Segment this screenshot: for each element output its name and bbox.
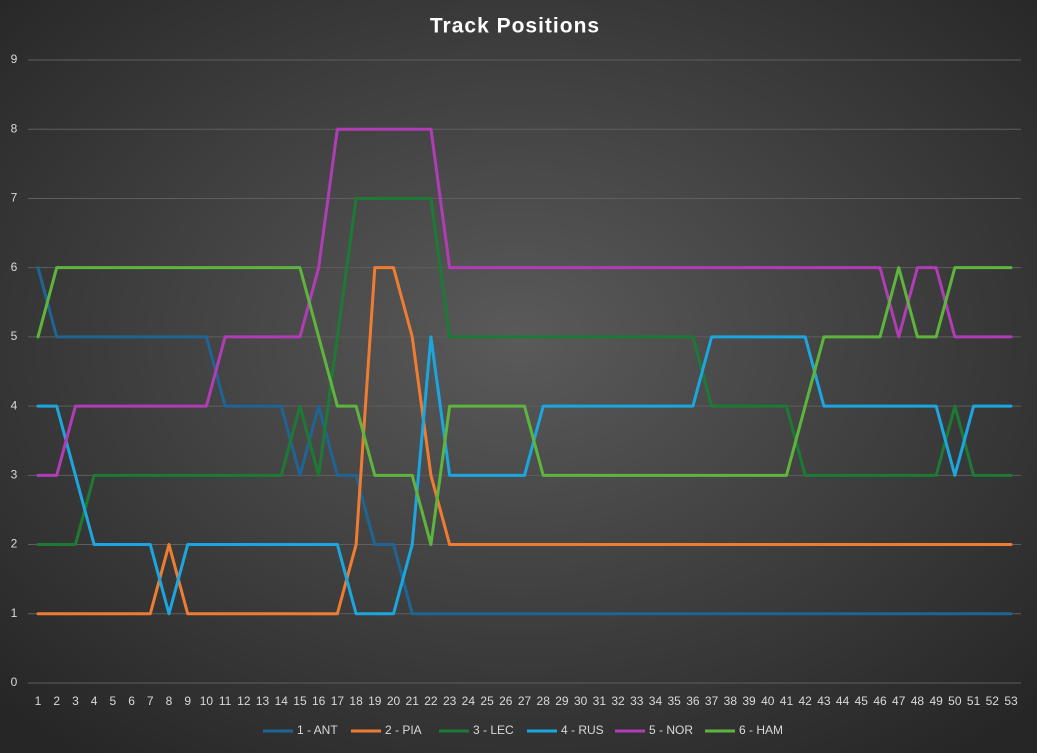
x-tick-label: 32 [611, 694, 625, 708]
x-tick-label: 7 [147, 694, 154, 708]
x-tick-label: 28 [537, 694, 551, 708]
y-tick-label: 1 [11, 606, 18, 620]
x-tick-label: 4 [91, 694, 98, 708]
series-line [36, 127, 1013, 477]
x-tick-label: 11 [219, 694, 232, 708]
series-line [36, 335, 1013, 616]
x-tick-label: 22 [424, 694, 438, 708]
y-tick-label: 3 [11, 468, 18, 482]
x-tick-label: 30 [574, 694, 588, 708]
x-tick-label: 15 [293, 694, 307, 708]
y-tick-label: 7 [11, 191, 18, 205]
x-tick-label: 42 [798, 694, 812, 708]
x-tick-label: 31 [593, 694, 607, 708]
x-tick-label: 27 [518, 694, 532, 708]
y-tick-label: 8 [11, 121, 18, 135]
x-tick-label: 14 [275, 694, 289, 708]
x-tick-label: 43 [817, 694, 831, 708]
x-tick-label: 50 [948, 694, 962, 708]
legend-label: 6 - HAM [739, 723, 783, 737]
x-tick-label: 52 [986, 694, 1000, 708]
x-tick-label: 48 [911, 694, 925, 708]
x-tick-label: 41 [780, 694, 794, 708]
x-tick-label: 51 [967, 694, 981, 708]
y-tick-label: 2 [11, 537, 18, 551]
x-tick-label: 3 [72, 694, 79, 708]
x-tick-label: 37 [705, 694, 719, 708]
x-tick-label: 10 [200, 694, 214, 708]
y-tick-label: 9 [11, 52, 18, 66]
x-tick-label: 34 [649, 694, 663, 708]
series-line [36, 266, 1013, 547]
series-line [36, 266, 1013, 616]
x-tick-label: 29 [555, 694, 569, 708]
x-tick-label: 18 [349, 694, 363, 708]
x-tick-label: 26 [499, 694, 513, 708]
legend-label: 3 - LEC [473, 723, 514, 737]
chart-title: Track Positions [430, 15, 600, 38]
x-tick-label: 13 [256, 694, 270, 708]
x-tick-label: 53 [1004, 694, 1018, 708]
x-tick-label: 21 [406, 694, 420, 708]
x-tick-label: 23 [443, 694, 457, 708]
x-tick-label: 5 [110, 694, 117, 708]
series-line [36, 266, 1013, 616]
x-tick-label: 33 [630, 694, 644, 708]
series-line [36, 196, 1013, 547]
legend-label: 4 - RUS [561, 723, 604, 737]
x-tick-label: 17 [331, 694, 345, 708]
x-tick-label: 38 [724, 694, 738, 708]
x-tick-label: 25 [480, 694, 494, 708]
legend-label: 2 - PIA [385, 723, 422, 737]
x-tick-label: 35 [668, 694, 682, 708]
x-tick-label: 16 [312, 694, 326, 708]
legend-label: 5 - NOR [649, 723, 693, 737]
x-tick-label: 45 [855, 694, 869, 708]
y-tick-label: 4 [11, 398, 18, 412]
x-tick-label: 24 [462, 694, 476, 708]
x-tick-label: 20 [387, 694, 401, 708]
legend-label: 1 - ANT [297, 723, 338, 737]
x-tick-label: 44 [836, 694, 850, 708]
x-tick-label: 12 [237, 694, 251, 708]
x-tick-label: 49 [929, 694, 943, 708]
x-tick-label: 19 [368, 694, 382, 708]
x-tick-label: 39 [742, 694, 756, 708]
x-tick-label: 40 [761, 694, 775, 708]
x-tick-label: 47 [892, 694, 906, 708]
legend: 1 - ANT 2 - PIA 3 - LEC 4 - RUS 5 - NOR 6 - H… [263, 723, 783, 737]
x-tick-label: 46 [873, 694, 887, 708]
x-tick-label: 9 [184, 694, 191, 708]
x-tick-label: 6 [128, 694, 135, 708]
x-tick-label: 2 [53, 694, 60, 708]
x-tick-label: 8 [166, 694, 173, 708]
y-tick-label: 6 [11, 260, 18, 274]
y-tick-label: 5 [11, 329, 18, 343]
x-tick-label: 1 [35, 694, 42, 708]
x-tick-label: 36 [686, 694, 700, 708]
y-tick-label: 0 [11, 675, 18, 689]
